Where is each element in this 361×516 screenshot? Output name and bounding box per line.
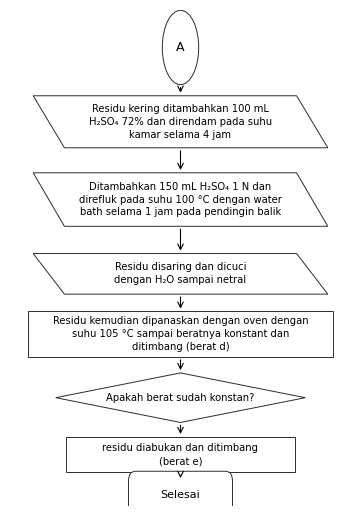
Text: Residu disaring dan dicuci
dengan H₂O sampai netral: Residu disaring dan dicuci dengan H₂O sa…	[114, 263, 247, 285]
Polygon shape	[33, 253, 328, 294]
FancyBboxPatch shape	[129, 471, 232, 516]
Text: Residu kemudian dipanaskan dengan oven dengan
suhu 105 °C sampai beratnya konsta: Residu kemudian dipanaskan dengan oven d…	[53, 316, 308, 352]
Text: A: A	[176, 41, 185, 54]
Polygon shape	[56, 373, 305, 423]
Text: Ditambahkan 150 mL H₂SO₄ 1 N dan
direfluk pada suhu 100 °C dengan water
bath sel: Ditambahkan 150 mL H₂SO₄ 1 N dan direflu…	[79, 182, 282, 217]
Bar	[66, 437, 295, 473]
Text: Residu kering ditambahkan 100 mL
H₂SO₄ 72% dan direndam pada suhu
kamar selama 4: Residu kering ditambahkan 100 mL H₂SO₄ 7…	[89, 104, 272, 139]
Text: residu diabukan dan ditimbang
(berat e): residu diabukan dan ditimbang (berat e)	[103, 443, 258, 466]
Text: Apakah berat sudah konstan?: Apakah berat sudah konstan?	[106, 393, 255, 402]
Text: Selesai: Selesai	[161, 490, 200, 500]
Ellipse shape	[162, 10, 199, 85]
Polygon shape	[33, 96, 328, 148]
Bar	[28, 312, 333, 357]
Polygon shape	[33, 173, 328, 227]
